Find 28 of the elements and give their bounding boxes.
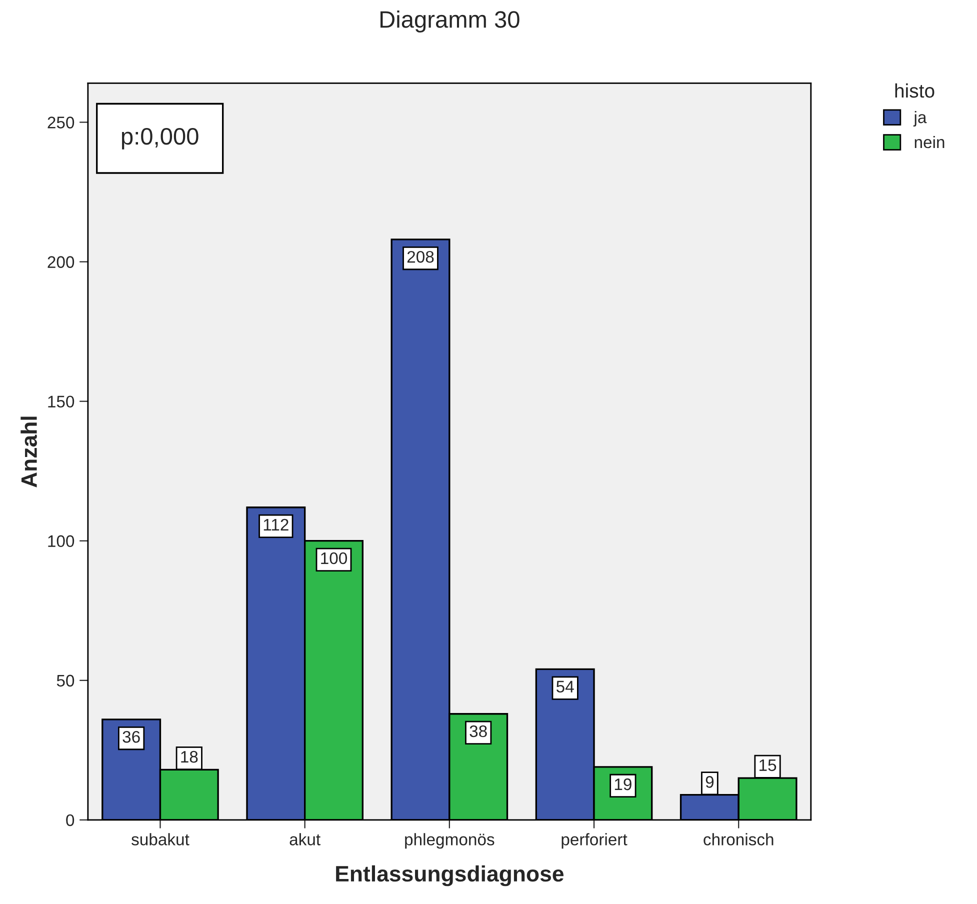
x-tick-label: perforiert [562,833,628,849]
data-label: 19 [614,778,632,790]
legend-label: ja [913,110,927,127]
data-label: 208 [407,250,434,263]
y-tick-label: 200 [48,256,74,268]
y-tick-label: 100 [48,535,74,548]
data-label: 54 [556,680,574,693]
x-axis-title: Entlassungsdiagnose [336,865,564,886]
y-tick-label: 250 [48,116,74,128]
x-tick-label: chronisch [704,833,774,846]
data-label: 15 [760,759,776,772]
x-tick-label: akut [290,833,320,846]
annotation: p:0,000 [122,128,198,150]
chart-title: Diagramm 30 [380,10,520,33]
data-label: 9 [706,776,714,788]
y-axis-title: Anzahl [20,416,37,488]
y-tick-label: 150 [48,396,74,408]
legend-label: nein [914,136,944,148]
y-tick-label: 0 [66,814,74,826]
data-label: 112 [264,518,288,530]
legend-title: histo [895,83,934,98]
data-label: 38 [470,725,487,738]
x-tick-label: phlegmonös [405,833,494,849]
data-label: 100 [321,552,347,564]
x-tick-label: subakut [132,833,190,846]
data-label: 36 [122,730,140,743]
y-tick-label: 50 [56,674,74,687]
data-label: 18 [181,750,198,763]
